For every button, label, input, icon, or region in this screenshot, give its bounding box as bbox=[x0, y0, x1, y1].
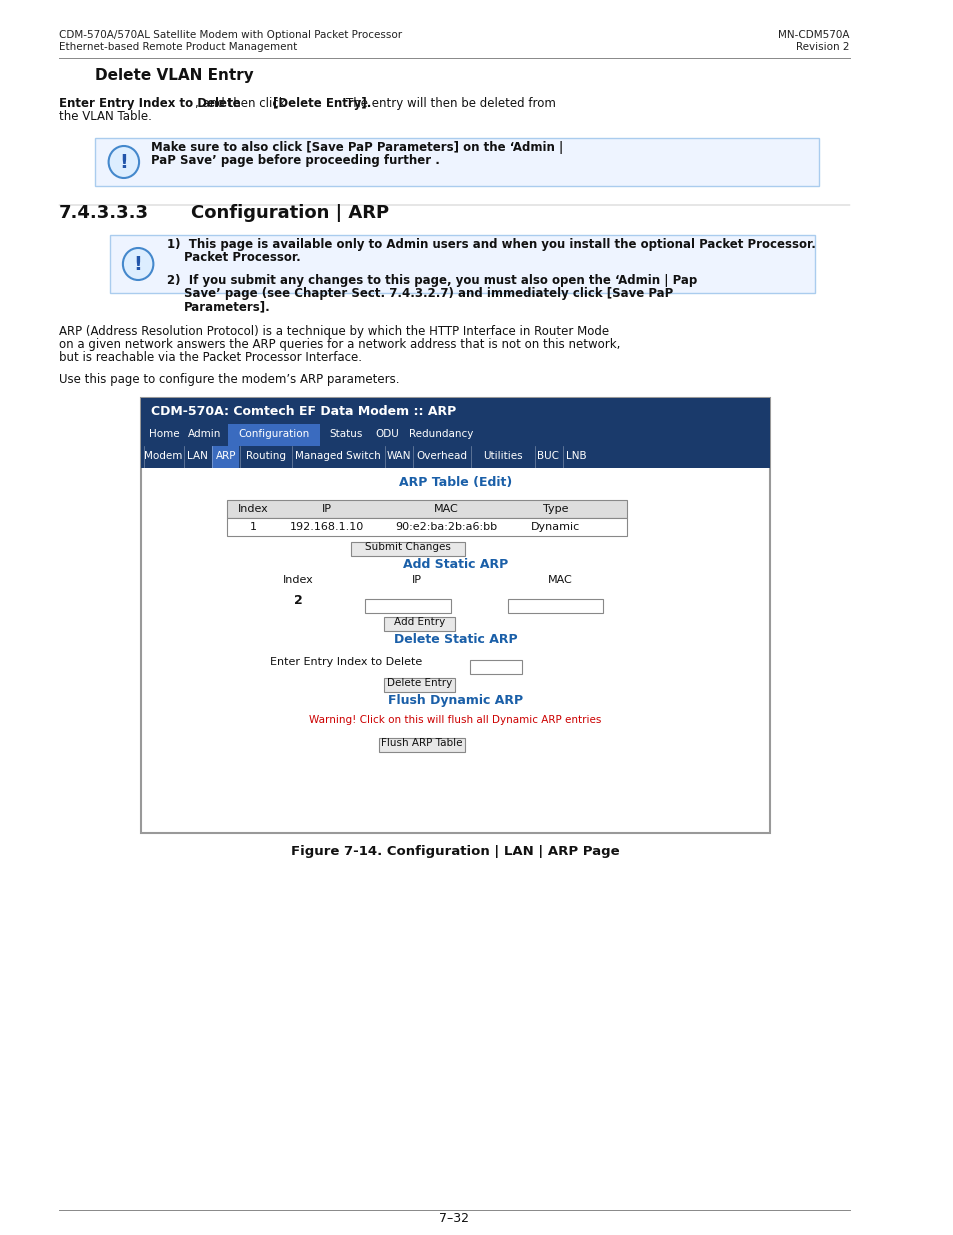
FancyBboxPatch shape bbox=[507, 599, 602, 613]
Text: 192.168.1.10: 192.168.1.10 bbox=[290, 522, 363, 532]
FancyBboxPatch shape bbox=[110, 235, 814, 293]
FancyBboxPatch shape bbox=[350, 542, 464, 556]
FancyBboxPatch shape bbox=[364, 599, 450, 613]
Text: Add Entry: Add Entry bbox=[394, 618, 444, 627]
Text: [Delete Entry].: [Delete Entry]. bbox=[273, 98, 371, 110]
FancyBboxPatch shape bbox=[141, 424, 769, 446]
Text: Delete VLAN Entry: Delete VLAN Entry bbox=[95, 68, 253, 83]
Text: Ethernet-based Remote Product Management: Ethernet-based Remote Product Management bbox=[59, 42, 297, 52]
Text: Managed Switch: Managed Switch bbox=[295, 451, 380, 461]
Text: !: ! bbox=[133, 254, 142, 273]
Text: Index: Index bbox=[237, 504, 268, 514]
FancyBboxPatch shape bbox=[227, 500, 626, 517]
Text: Warning! Click on this will flush all Dynamic ARP entries: Warning! Click on this will flush all Dy… bbox=[309, 715, 601, 725]
Text: Utilities: Utilities bbox=[482, 451, 522, 461]
Text: Type: Type bbox=[542, 504, 568, 514]
Text: MAC: MAC bbox=[433, 504, 457, 514]
Text: Flush ARP Table: Flush ARP Table bbox=[381, 739, 462, 748]
Text: Configuration | ARP: Configuration | ARP bbox=[191, 204, 388, 222]
Text: Delete Static ARP: Delete Static ARP bbox=[394, 634, 517, 646]
FancyBboxPatch shape bbox=[141, 446, 769, 468]
Text: Use this page to configure the modem’s ARP parameters.: Use this page to configure the modem’s A… bbox=[59, 373, 399, 387]
Text: CDM-570A/570AL Satellite Modem with Optional Packet Processor: CDM-570A/570AL Satellite Modem with Opti… bbox=[59, 30, 402, 40]
Text: Routing: Routing bbox=[246, 451, 285, 461]
Text: the VLAN Table.: the VLAN Table. bbox=[59, 110, 152, 124]
Text: 1: 1 bbox=[249, 522, 256, 532]
Text: MAC: MAC bbox=[547, 576, 572, 585]
FancyBboxPatch shape bbox=[383, 678, 455, 692]
FancyBboxPatch shape bbox=[213, 478, 717, 548]
Text: but is reachable via the Packet Processor Interface.: but is reachable via the Packet Processo… bbox=[59, 351, 362, 364]
Text: 1)  This page is available only to Admin users and when you install the optional: 1) This page is available only to Admin … bbox=[167, 238, 815, 251]
Text: Enter Entry Index to Delete: Enter Entry Index to Delete bbox=[270, 657, 421, 667]
Text: 7–32: 7–32 bbox=[439, 1212, 469, 1225]
Text: ARP: ARP bbox=[215, 451, 235, 461]
FancyBboxPatch shape bbox=[469, 659, 521, 674]
Text: , and then click: , and then click bbox=[195, 98, 290, 110]
Text: Packet Processor.: Packet Processor. bbox=[184, 251, 300, 264]
FancyBboxPatch shape bbox=[213, 697, 717, 748]
FancyBboxPatch shape bbox=[213, 635, 717, 684]
Text: The entry will then be deleted from: The entry will then be deleted from bbox=[346, 98, 556, 110]
FancyBboxPatch shape bbox=[141, 398, 769, 832]
FancyBboxPatch shape bbox=[95, 138, 819, 186]
Text: BUC: BUC bbox=[537, 451, 558, 461]
Text: Dynamic: Dynamic bbox=[530, 522, 579, 532]
Text: Make sure to also click [Save PaP Parameters] on the ‘Admin |: Make sure to also click [Save PaP Parame… bbox=[151, 141, 562, 154]
Text: Submit Changes: Submit Changes bbox=[364, 542, 450, 552]
Text: Overhead: Overhead bbox=[416, 451, 467, 461]
Text: Status: Status bbox=[330, 429, 362, 438]
Circle shape bbox=[109, 146, 139, 178]
Text: Revision 2: Revision 2 bbox=[796, 42, 849, 52]
Text: IP: IP bbox=[412, 576, 422, 585]
Text: Home: Home bbox=[149, 429, 179, 438]
Text: WAN: WAN bbox=[386, 451, 411, 461]
Text: 90:e2:ba:2b:a6:bb: 90:e2:ba:2b:a6:bb bbox=[395, 522, 497, 532]
Text: Index: Index bbox=[282, 576, 314, 585]
Text: Configuration: Configuration bbox=[238, 429, 310, 438]
Text: IP: IP bbox=[321, 504, 332, 514]
Text: Parameters].: Parameters]. bbox=[184, 300, 271, 312]
Text: MN-CDM570A: MN-CDM570A bbox=[778, 30, 849, 40]
Text: Modem: Modem bbox=[144, 451, 182, 461]
Text: on a given network answers the ARP queries for a network address that is not on : on a given network answers the ARP queri… bbox=[59, 338, 619, 351]
Text: Delete Entry: Delete Entry bbox=[386, 678, 452, 688]
Text: ARP Table (Edit): ARP Table (Edit) bbox=[398, 475, 512, 489]
Text: 2)  If you submit any changes to this page, you must also open the ‘Admin | Pap: 2) If you submit any changes to this pag… bbox=[167, 274, 697, 287]
Text: 2: 2 bbox=[294, 594, 302, 606]
Text: Redundancy: Redundancy bbox=[409, 429, 473, 438]
Text: Add Static ARP: Add Static ARP bbox=[402, 558, 507, 571]
Circle shape bbox=[123, 248, 153, 280]
Text: Admin: Admin bbox=[188, 429, 221, 438]
Text: LNB: LNB bbox=[566, 451, 586, 461]
Text: PaP Save’ page before proceeding further .: PaP Save’ page before proceeding further… bbox=[151, 154, 439, 167]
Text: 7.4.3.3.3: 7.4.3.3.3 bbox=[59, 204, 149, 222]
FancyBboxPatch shape bbox=[212, 446, 239, 468]
Text: CDM-570A: Comtech EF Data Modem :: ARP: CDM-570A: Comtech EF Data Modem :: ARP bbox=[151, 405, 456, 417]
FancyBboxPatch shape bbox=[227, 517, 626, 536]
FancyBboxPatch shape bbox=[228, 424, 320, 446]
Text: Save’ page (see Chapter Sect. 7.4.3.2.7) and immediately click [Save PaP: Save’ page (see Chapter Sect. 7.4.3.2.7)… bbox=[184, 287, 673, 300]
Text: ARP (Address Resolution Protocol) is a technique by which the HTTP Interface in : ARP (Address Resolution Protocol) is a t… bbox=[59, 325, 609, 338]
Text: !: ! bbox=[119, 152, 128, 172]
FancyBboxPatch shape bbox=[213, 559, 717, 622]
Text: LAN: LAN bbox=[187, 451, 208, 461]
Text: Enter Entry Index to Delete: Enter Entry Index to Delete bbox=[59, 98, 240, 110]
FancyBboxPatch shape bbox=[383, 618, 455, 631]
Text: ODU: ODU bbox=[375, 429, 399, 438]
FancyBboxPatch shape bbox=[378, 739, 464, 752]
Text: Figure 7-14. Configuration | LAN | ARP Page: Figure 7-14. Configuration | LAN | ARP P… bbox=[291, 845, 619, 858]
Text: Flush Dynamic ARP: Flush Dynamic ARP bbox=[388, 694, 522, 706]
FancyBboxPatch shape bbox=[141, 398, 769, 424]
